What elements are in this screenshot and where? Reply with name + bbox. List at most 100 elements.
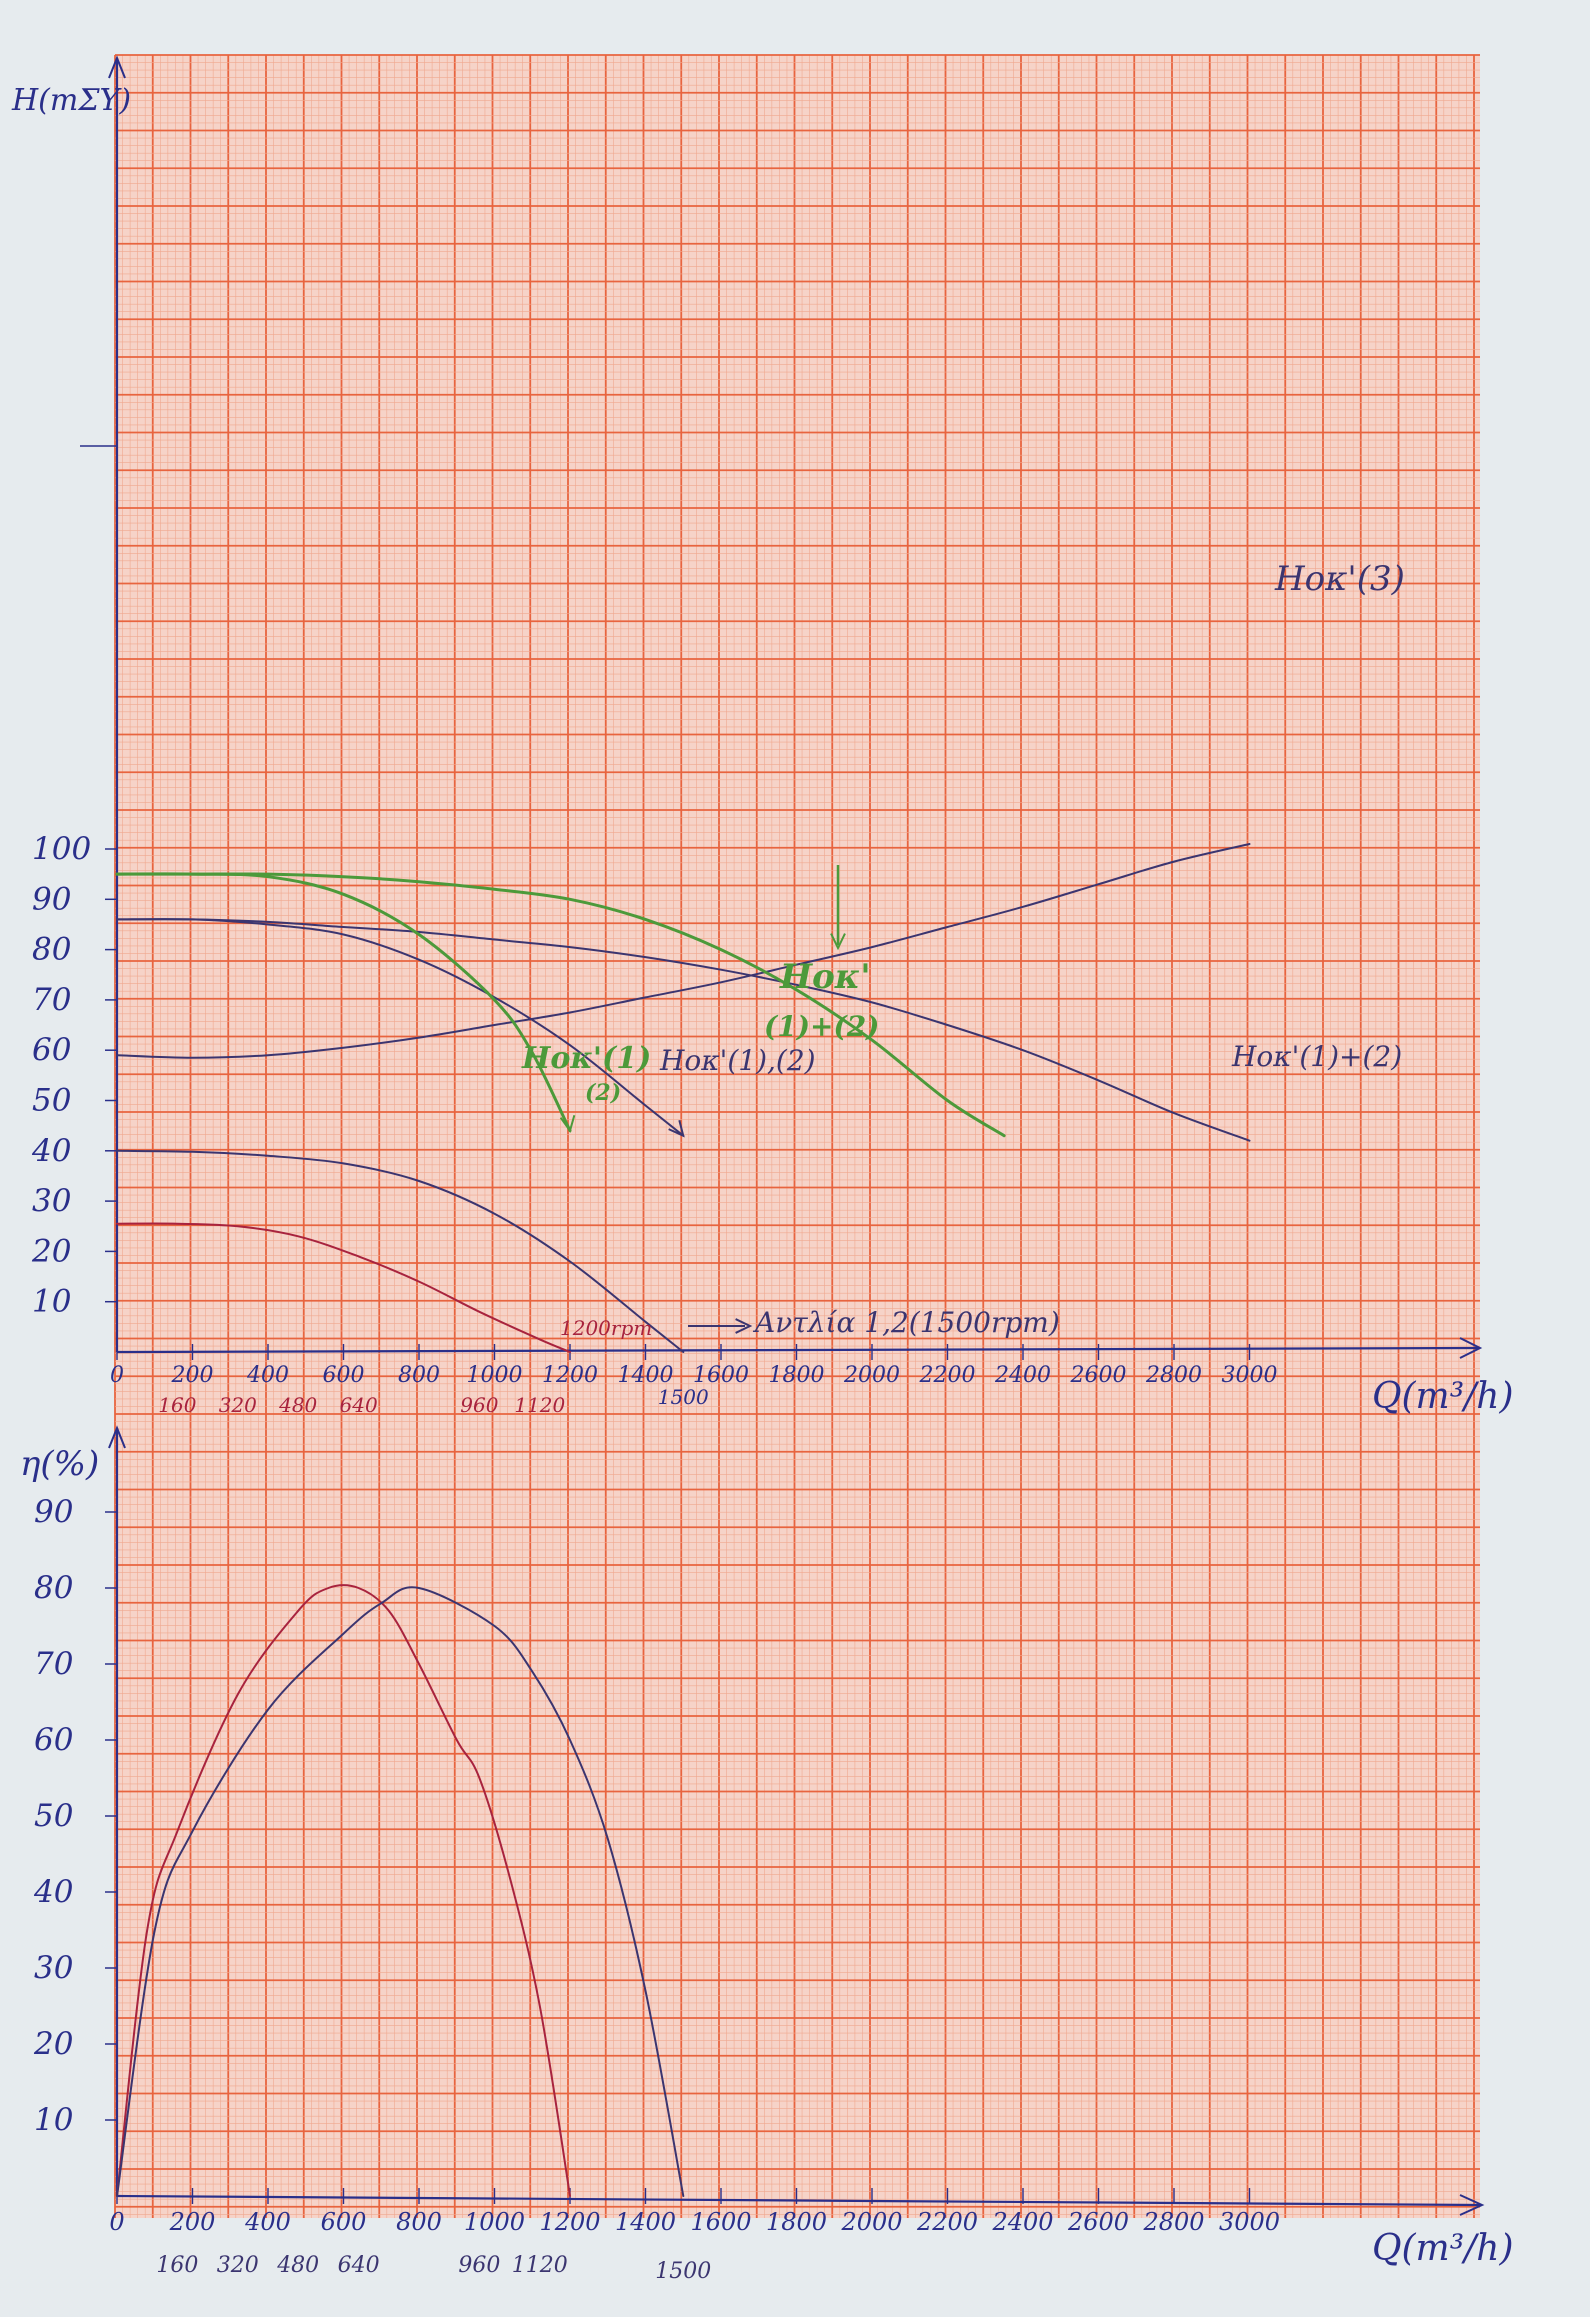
- head-y-tick-label: 60: [32, 1032, 71, 1068]
- head-x-tick-label: 3000: [1222, 1363, 1278, 1388]
- head-x-tick-label: 2400: [994, 1363, 1051, 1388]
- eff-curve-0: [116, 1584, 571, 2197]
- head-x-tick-label: 800: [398, 1363, 440, 1388]
- head-curve-4: [115, 872, 572, 1133]
- eff-x-tick-label: 2400: [991, 2208, 1053, 2236]
- head-y-tick-label: 70: [32, 982, 71, 1018]
- head-x-tick-label: 1400: [618, 1363, 674, 1388]
- head-x-tick-label: 2800: [1145, 1363, 1202, 1388]
- eff-y-tick-label: 30: [34, 1950, 73, 1986]
- head-x-secondary-label: 640: [340, 1393, 378, 1417]
- head-curve-3: [115, 872, 1006, 1138]
- curves: [115, 843, 1251, 2197]
- head-x-tick-label: 200: [171, 1363, 214, 1388]
- eff-y-tick-label: 90: [34, 1494, 73, 1530]
- head-x-secondary-label: 1500: [658, 1385, 709, 1409]
- eff-x-tick-label: 1400: [615, 2208, 676, 2236]
- eff-x-tick-label: 1200: [539, 2208, 600, 2236]
- eff-x-secondary-label: 320: [217, 2253, 259, 2278]
- eff-x-secondary-label: 1120: [512, 2253, 568, 2278]
- head-x-secondary-label: 480: [278, 1393, 317, 1417]
- head-x-tick-label: 2000: [843, 1363, 900, 1388]
- eff-x-secondary-label: 480: [276, 2253, 319, 2278]
- head-y-tick-label: 50: [32, 1083, 71, 1119]
- head-curve-0: [116, 843, 1251, 1059]
- eff-x-tick-label: 400: [244, 2208, 291, 2236]
- eff-x-tick-label: 2600: [1067, 2208, 1129, 2236]
- annotation-1200rpm: 1200rpm: [560, 1316, 652, 1340]
- eff-x-secondary-label: 1500: [655, 2259, 711, 2284]
- eff-x-tick-label: 1000: [464, 2208, 525, 2236]
- head-y-tick-label: 40: [31, 1133, 71, 1169]
- annotation-green-1plus2: (1)+(2): [764, 1010, 879, 1043]
- head-y-tick-label: 20: [31, 1233, 71, 1269]
- head-x-secondary-label: 960: [460, 1393, 498, 1417]
- head-curve-6: [116, 1222, 571, 1353]
- arrow-head-green-12: [559, 1115, 576, 1133]
- eff-curve-1: [116, 1586, 685, 2197]
- eff-y-tick-label: 60: [34, 1722, 73, 1758]
- arrow-head-hok-12: [668, 1119, 685, 1138]
- eff-x-secondary-label: 960: [458, 2253, 500, 2278]
- eff-x-secondary-label: 640: [338, 2253, 380, 2278]
- eff-y-tick-label: 70: [34, 1646, 73, 1682]
- annotation-hok3: Hοκ'(3): [1274, 559, 1405, 599]
- head-x-tick-label: 0: [110, 1363, 124, 1388]
- head-y-tick-label: 90: [32, 881, 71, 917]
- eff-x-secondary-label: 160: [156, 2253, 198, 2278]
- head-y-tick-label: 30: [32, 1183, 71, 1219]
- eff-x-tick-label: 2800: [1142, 2208, 1204, 2236]
- grid: [114, 54, 1480, 2218]
- eff-x-tick-label: 2200: [916, 2208, 978, 2236]
- head-x-tick-label: 1600: [693, 1363, 749, 1388]
- head-y-tick-label: 100: [32, 831, 91, 867]
- eff-x-axis-arrow: [1459, 2194, 1485, 2216]
- head-x-tick-label: 1800: [769, 1363, 825, 1388]
- head-x-axis-title: Q(m³/h): [1372, 1376, 1514, 1417]
- eff-x-tick-label: 1600: [690, 2208, 751, 2236]
- eff-y-axis-title: η(%): [20, 1444, 99, 1484]
- annotation-green-hok: Hοκ': [779, 957, 871, 997]
- head-x-tick-label: 1200: [542, 1363, 598, 1388]
- eff-x-tick-label: 600: [321, 2208, 367, 2236]
- eff-x-tick-label: 200: [169, 2208, 216, 2236]
- eff-x-tick-label: 3000: [1219, 2208, 1280, 2236]
- head-x-secondary-label: 320: [219, 1393, 257, 1417]
- head-x-tick-label: 1000: [467, 1363, 523, 1388]
- pump-label-arrow: [735, 1318, 753, 1334]
- eff-y-tick-label: 20: [33, 2026, 73, 2062]
- head-x-tick-label: 2200: [919, 1363, 976, 1388]
- annotation-hok1-2: Hοκ'(1),(2): [659, 1044, 816, 1077]
- eff-x-tick-label: 2000: [840, 2208, 902, 2236]
- head-x-tick-label: 400: [246, 1363, 289, 1388]
- head-y-axis-arrow: [108, 55, 126, 79]
- eff-x-axis-title: Q(m³/h): [1372, 2228, 1514, 2269]
- annotation-green-hok1: Hοκ'(1): [521, 1041, 651, 1076]
- head-x-tick-label: 2600: [1070, 1363, 1127, 1388]
- eff-y-tick-label: 10: [34, 2102, 73, 2138]
- eff-x-tick-label: 800: [396, 2208, 442, 2236]
- eff-y-tick-label: 50: [34, 1798, 73, 1834]
- head-x-secondary-label: 160: [158, 1393, 196, 1417]
- grid-area: [115, 55, 1480, 2218]
- head-x-tick-label: 600: [323, 1363, 365, 1388]
- eff-y-tick-label: 40: [33, 1874, 73, 1910]
- head-y-tick-label: 80: [32, 932, 71, 968]
- eff-y-axis-arrow: [108, 1425, 126, 1449]
- head-curve-1: [116, 918, 1251, 1142]
- eff-x-tick-label: 0: [109, 2208, 124, 2236]
- annotation-green-2: (2): [585, 1080, 621, 1106]
- axes: [80, 55, 1485, 2216]
- eff-y-tick-label: 80: [34, 1570, 73, 1606]
- head-curve-2: [116, 918, 685, 1137]
- annotation-pump-1500rpm: Αντλία 1,2(1500rpm): [752, 1306, 1060, 1339]
- head-y-tick-label: 10: [32, 1284, 71, 1320]
- head-x-secondary-label: 1120: [514, 1393, 565, 1417]
- labels: 10 20 30 40 50 60 70 80 90 100 10 20 30 40 50 60 70 80 90 0…: [11, 83, 1514, 2284]
- eff-x-tick-label: 1800: [766, 2208, 827, 2236]
- head-y-axis-title: H(mΣΥ): [11, 83, 131, 118]
- green-pointer-arrow: [830, 933, 846, 951]
- head-curve-5: [116, 1149, 685, 1353]
- head-x-axis-arrow: [1459, 1337, 1483, 1359]
